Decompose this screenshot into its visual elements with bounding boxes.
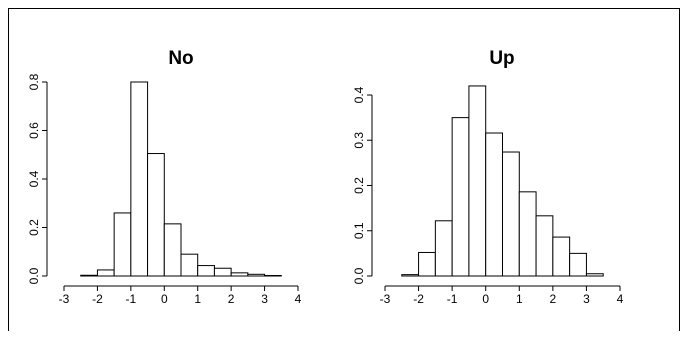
x-tick-label: 0 <box>161 292 168 306</box>
histogram-bar <box>418 251 436 277</box>
histogram-bar <box>451 117 470 277</box>
histogram-bar <box>147 153 165 277</box>
histogram-bar <box>552 236 571 277</box>
x-tick-label: 0 <box>482 292 489 306</box>
histogram-bar <box>113 212 132 277</box>
histogram-bar <box>434 220 453 277</box>
x-tick-label: 2 <box>228 292 235 306</box>
histogram-bar <box>518 191 537 277</box>
x-tick-label: -2 <box>92 292 103 306</box>
y-tick-label: 0.0 <box>352 267 366 284</box>
x-tick-label: 2 <box>550 292 557 306</box>
y-tick-label: 0.4 <box>352 86 366 103</box>
y-tick-label: 0.2 <box>27 219 41 236</box>
histogram-bar <box>468 85 487 277</box>
x-tick-label: 1 <box>516 292 523 306</box>
histogram-panel-no: No -3 -2 -1 0 1 2 3 4 0.0 0.2 0.4 0.6 0.8 <box>27 48 302 306</box>
x-tick-label: 3 <box>261 292 268 306</box>
x-tick-label: 3 <box>583 292 590 306</box>
histogram-bar <box>401 274 420 277</box>
chart-title: Up <box>489 48 514 69</box>
x-tick-label: 1 <box>194 292 201 306</box>
histogram-bar <box>213 267 232 277</box>
x-tick-label: -1 <box>447 292 458 306</box>
chart-title: No <box>168 48 193 69</box>
figure-frame <box>8 8 680 331</box>
y-tick-label: 0.1 <box>352 222 366 239</box>
histogram-bar <box>230 272 249 277</box>
histogram-bar <box>163 223 182 277</box>
histogram-bar <box>585 273 604 277</box>
histogram-bar <box>130 81 149 277</box>
histogram-bar <box>96 269 115 277</box>
histogram-bar <box>485 132 504 277</box>
histogram-bar <box>502 151 520 277</box>
x-tick-label: -2 <box>413 292 424 306</box>
x-tick-label: 4 <box>617 292 624 306</box>
x-tick-label: -3 <box>59 292 70 306</box>
histogram-bar <box>535 215 554 277</box>
x-tick-label: -1 <box>126 292 137 306</box>
y-tick-label: 0.3 <box>352 132 366 149</box>
y-tick-label: 0.2 <box>352 177 366 194</box>
histogram-panel-up: Up -3 -2 -1 0 1 2 3 4 0.0 0.1 0.2 0.3 0.4 <box>352 48 624 306</box>
y-tick-label: 0.4 <box>27 170 41 187</box>
histogram-bar <box>569 252 587 277</box>
y-tick-label: 0.8 <box>27 73 41 90</box>
y-tick-label: 0.6 <box>27 122 41 139</box>
histogram-bar <box>180 253 199 277</box>
histogram-bar <box>80 274 98 277</box>
histogram-bar <box>197 265 215 277</box>
x-tick-label: -3 <box>380 292 391 306</box>
y-tick-label: 0.0 <box>27 267 41 284</box>
x-tick-label: 4 <box>295 292 302 306</box>
histogram-bar <box>247 273 266 277</box>
